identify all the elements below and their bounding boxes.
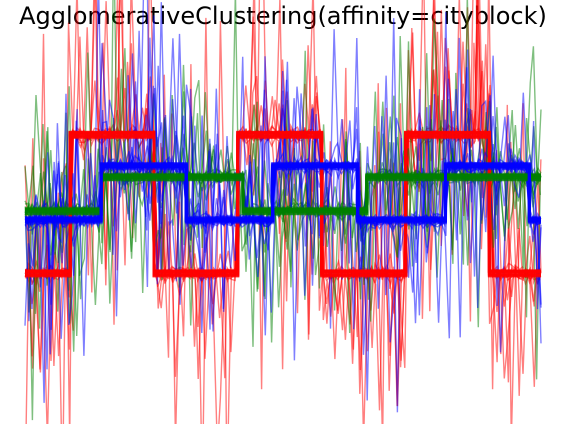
- cluster-2-noise-trace: [24, 11, 542, 413]
- cluster-2-step-trace: [25, 164, 541, 222]
- step-traces: [25, 130, 541, 278]
- cluster-0-step-trace: [25, 131, 541, 273]
- cluster-0-step-trace: [25, 135, 541, 278]
